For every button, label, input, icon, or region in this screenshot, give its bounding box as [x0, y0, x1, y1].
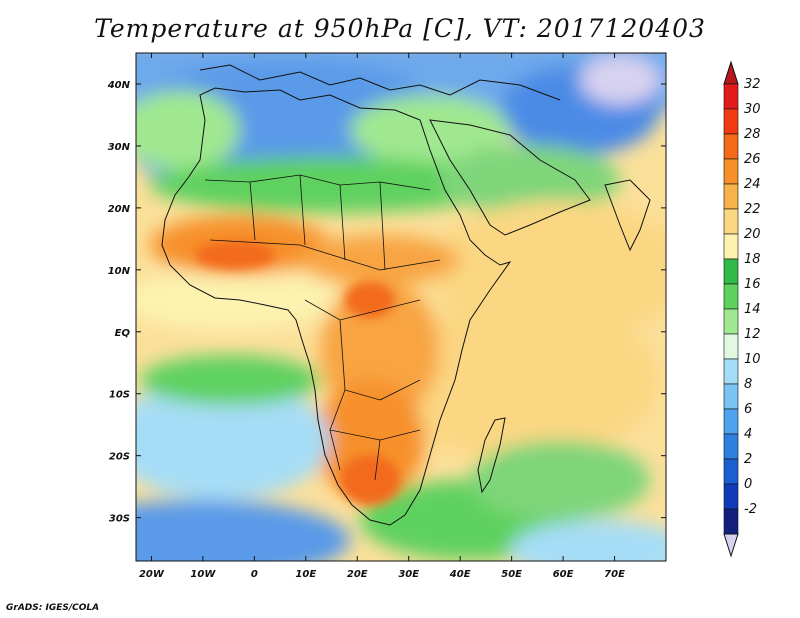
colorbar-label: 26 [744, 152, 761, 167]
madagascar-coastline [477, 417, 506, 494]
colorbar-swatch [723, 158, 739, 185]
colorbar-label: 0 [744, 477, 752, 492]
map-border [135, 52, 667, 562]
colorbar-swatch [723, 108, 739, 135]
lat-tick-label: 30S [109, 514, 130, 525]
colorbar-bottom-cap [723, 533, 739, 558]
lon-tick-label: 70E [604, 569, 625, 580]
colorbar-swatch [723, 133, 739, 160]
lon-tick-label: 50E [501, 569, 522, 580]
lat-tick-label: EQ [115, 328, 131, 339]
colorbar-swatch [723, 233, 739, 260]
arabia-coastline [429, 119, 591, 236]
colorbar-swatch [723, 433, 739, 460]
colorbar-label: 22 [744, 202, 761, 217]
lon-tick-label: 30E [398, 569, 419, 580]
colorbar-label: 30 [744, 102, 761, 117]
colorbar-swatch [723, 508, 739, 535]
colorbar-label: 20 [744, 227, 761, 242]
lon-tick-label: 20W [139, 569, 165, 580]
colorbar-swatch [723, 408, 739, 435]
colorbar-swatch [723, 83, 739, 110]
colorbar-label: 6 [744, 402, 752, 417]
lat-tick-label: 20N [108, 204, 131, 215]
colorbar-swatch [723, 333, 739, 360]
grads-credit: GrADS: IGES/COLA [6, 603, 100, 613]
colorbar-swatch [723, 358, 739, 385]
europe-coastline [199, 64, 561, 101]
coastlines [161, 64, 651, 526]
colorbar-swatch [723, 283, 739, 310]
india-coastline [604, 179, 651, 252]
lat-tick-label: 20S [109, 452, 130, 463]
colorbar-swatch [723, 183, 739, 210]
colorbar-label: 14 [744, 302, 761, 317]
lon-tick-label: 20E [347, 569, 368, 580]
colorbar-label: 12 [744, 327, 761, 342]
colorbar-label: 18 [744, 252, 761, 267]
colorbar-label: 8 [744, 377, 752, 392]
colorbar-label: -2 [744, 502, 757, 517]
colorbar-swatch [723, 208, 739, 235]
colorbar-label: 28 [744, 127, 761, 142]
lat-tick-label: 30N [108, 142, 131, 153]
lat-tick-label: 10S [109, 390, 130, 401]
colorbar-label: 10 [744, 352, 761, 367]
colorbar-swatch [723, 383, 739, 410]
colorbar-label: 32 [744, 77, 761, 92]
lon-tick-label: 40E [449, 569, 471, 580]
temperature-field [136, 53, 666, 561]
colorbar-top-cap [723, 60, 739, 85]
africa-coastline [161, 87, 512, 526]
lat-tick-label: 10N [108, 266, 131, 277]
lon-tick-label: 60E [553, 569, 574, 580]
colorbar-swatch [723, 458, 739, 485]
colorbar-swatch [723, 308, 739, 335]
colorbar-swatch [723, 483, 739, 510]
longitude-axis: 20W 10W 0 10E 20E 30E 40E 50E 60E 70E [139, 53, 625, 580]
lon-tick-label: 10W [190, 569, 216, 580]
latitude-axis: 40N 30N 20N 10N EQ 10S 20S 30S [107, 80, 666, 525]
borders [204, 174, 441, 481]
colorbar-label: 16 [744, 277, 761, 292]
lon-tick-label: 10E [295, 569, 316, 580]
colorbar-swatch [723, 258, 739, 285]
colorbar-label: 24 [744, 177, 761, 192]
lat-tick-label: 40N [107, 80, 131, 91]
map-title: Temperature at 950hPa [C], VT: 201712040… [94, 14, 706, 43]
colorbar-label: 4 [744, 427, 752, 442]
lon-tick-label: 0 [251, 569, 258, 580]
colorbar-label: 2 [744, 452, 752, 467]
